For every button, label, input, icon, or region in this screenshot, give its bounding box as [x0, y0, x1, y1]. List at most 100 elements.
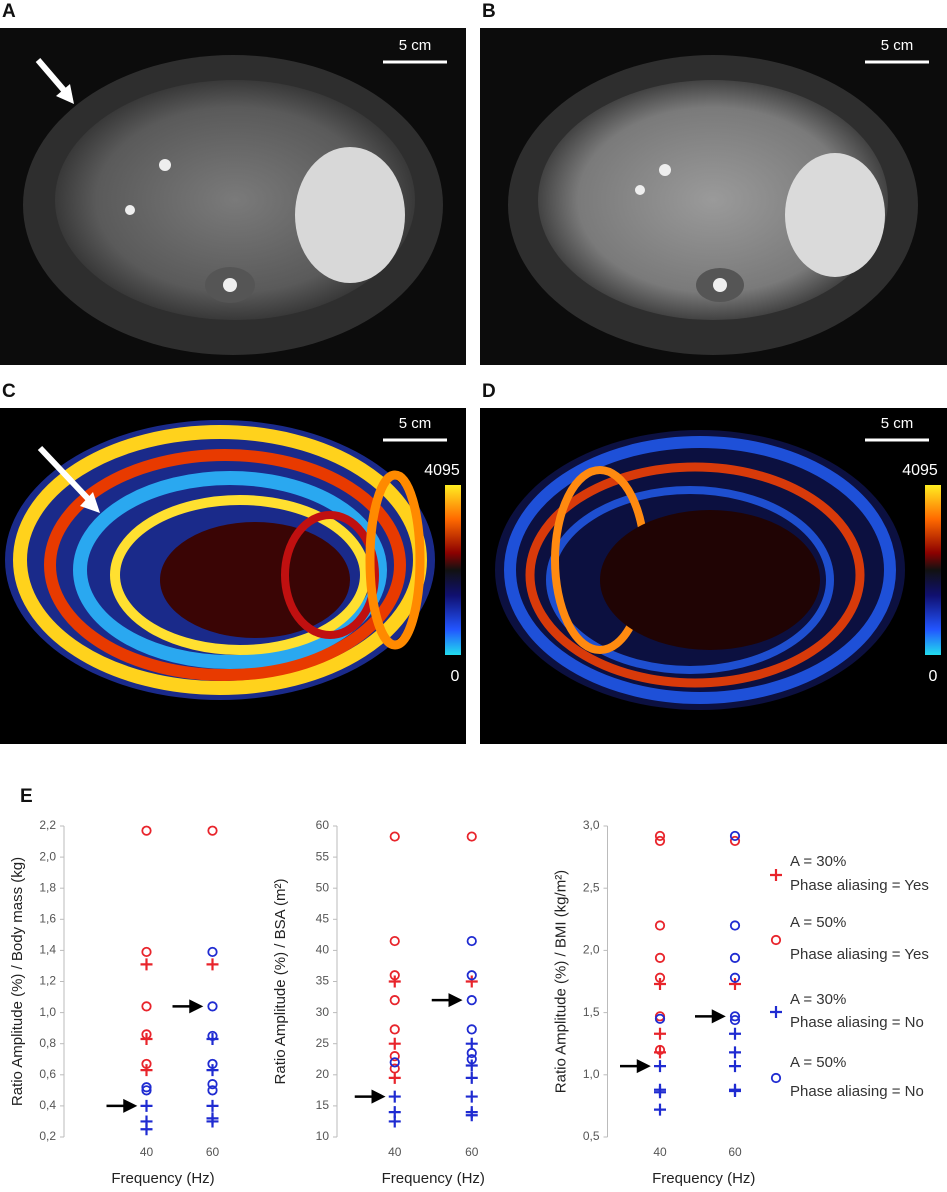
marker-plus — [140, 958, 153, 971]
panel-label: E — [20, 786, 33, 807]
marker-plus — [206, 1099, 219, 1112]
marker-plus — [465, 1059, 478, 1072]
marker-circle — [207, 1030, 218, 1042]
marker-circle — [729, 1011, 741, 1022]
marker-plus — [770, 869, 782, 881]
y-tick-label: 2,0 — [583, 943, 600, 957]
marker-circle — [466, 995, 477, 1006]
pointer-arrow — [354, 1089, 386, 1104]
y-tick-label: 55 — [316, 849, 330, 863]
x-tick-label: 40 — [653, 1145, 667, 1159]
legend-text: A = 30% — [790, 853, 846, 870]
panel-label: C — [2, 381, 16, 402]
marker-plus — [388, 975, 401, 988]
marker-plus — [729, 1060, 741, 1073]
scale-bar-label: 5 cm — [399, 37, 432, 54]
y-tick-label: 0,5 — [583, 1129, 600, 1143]
y-tick-label: 2,0 — [39, 849, 56, 863]
marker-circle — [729, 1014, 741, 1026]
marker-circle — [729, 920, 741, 931]
marker-plus — [465, 1037, 478, 1050]
mri-panel-b — [480, 28, 947, 365]
marker-circle — [654, 1044, 666, 1056]
elastogram-panel-c — [0, 408, 466, 744]
marker-plus — [770, 1006, 782, 1018]
marker-plus — [140, 1064, 153, 1077]
marker-circle — [141, 946, 152, 958]
marker-plus — [388, 1115, 401, 1128]
marker-circle — [466, 970, 477, 981]
y-tick-label: 1,0 — [39, 1005, 56, 1019]
marker-circle — [141, 1001, 152, 1012]
y-axis-title: Ratio Amplitude (%) / BMI (kg/m²) — [552, 870, 569, 1093]
scale-bar-label: 5 cm — [881, 37, 914, 54]
marker-plus — [140, 1099, 153, 1112]
marker-circle — [466, 1054, 477, 1065]
marker-circle — [466, 1024, 477, 1035]
x-tick-label: 40 — [388, 1145, 402, 1159]
colorbar-max: 4095 — [902, 462, 938, 479]
marker-circle — [389, 1063, 400, 1074]
marker-circle — [729, 952, 741, 963]
y-tick-label: 0,6 — [39, 1067, 56, 1081]
panel-label: D — [482, 381, 496, 402]
scale-bar-label: 5 cm — [399, 415, 432, 432]
marker-circle — [207, 825, 218, 836]
legend-text: Phase aliasing = Yes — [790, 877, 929, 894]
x-tick-label: 60 — [728, 1145, 742, 1159]
y-tick-label: 35 — [316, 974, 330, 988]
y-tick-label: 1,4 — [39, 943, 56, 957]
marker-plus — [465, 975, 478, 988]
marker-plus — [388, 1037, 401, 1050]
marker-circle — [729, 830, 741, 842]
marker-circle — [466, 1047, 477, 1059]
x-axis-title: Frequency (Hz) — [382, 1170, 485, 1187]
marker-plus — [729, 1046, 741, 1059]
marker-circle — [389, 935, 400, 947]
y-tick-label: 30 — [316, 1005, 330, 1019]
marker-plus — [465, 1109, 478, 1122]
y-tick-label: 2,5 — [583, 880, 600, 894]
marker-plus — [388, 1071, 401, 1084]
marker-plus — [729, 977, 741, 990]
elastogram-panel-d — [480, 408, 947, 744]
y-tick-label: 15 — [316, 1098, 330, 1112]
y-tick-label: 45 — [316, 911, 330, 925]
marker-circle — [141, 825, 152, 836]
marker-plus — [654, 977, 666, 990]
panel-label: B — [482, 1, 496, 22]
marker-circle — [729, 835, 741, 847]
y-tick-label: 0,2 — [39, 1129, 56, 1143]
marker-circle — [389, 1051, 400, 1062]
marker-plus — [654, 1060, 666, 1073]
marker-circle — [654, 835, 666, 847]
marker-circle — [729, 972, 741, 983]
y-tick-label: 1,5 — [583, 1005, 600, 1019]
y-tick-label: 3,0 — [583, 818, 600, 832]
marker-plus — [206, 1064, 219, 1077]
marker-circle — [654, 920, 666, 931]
y-tick-label: 1,0 — [583, 1067, 600, 1081]
marker-circle — [207, 946, 218, 958]
marker-circle — [770, 934, 782, 946]
legend-text: A = 50% — [790, 914, 846, 931]
y-tick-label: 25 — [316, 1036, 330, 1050]
mri-panel-a — [0, 28, 466, 365]
colorbar-min: 0 — [451, 668, 460, 685]
x-tick-label: 60 — [465, 1145, 479, 1159]
marker-plus — [654, 1086, 666, 1099]
marker-plus — [465, 1071, 478, 1084]
marker-circle — [770, 1072, 782, 1084]
marker-circle — [141, 1029, 152, 1040]
marker-circle — [207, 1079, 218, 1090]
y-tick-label: 0,8 — [39, 1036, 56, 1050]
marker-circle — [141, 1085, 152, 1096]
y-tick-label: 40 — [316, 943, 330, 957]
y-tick-label: 20 — [316, 1067, 330, 1081]
legend-text: A = 50% — [790, 1054, 846, 1071]
scale-bar-label: 5 cm — [881, 415, 914, 432]
marker-circle — [389, 970, 400, 981]
marker-circle — [654, 972, 666, 983]
y-tick-label: 60 — [316, 818, 330, 832]
